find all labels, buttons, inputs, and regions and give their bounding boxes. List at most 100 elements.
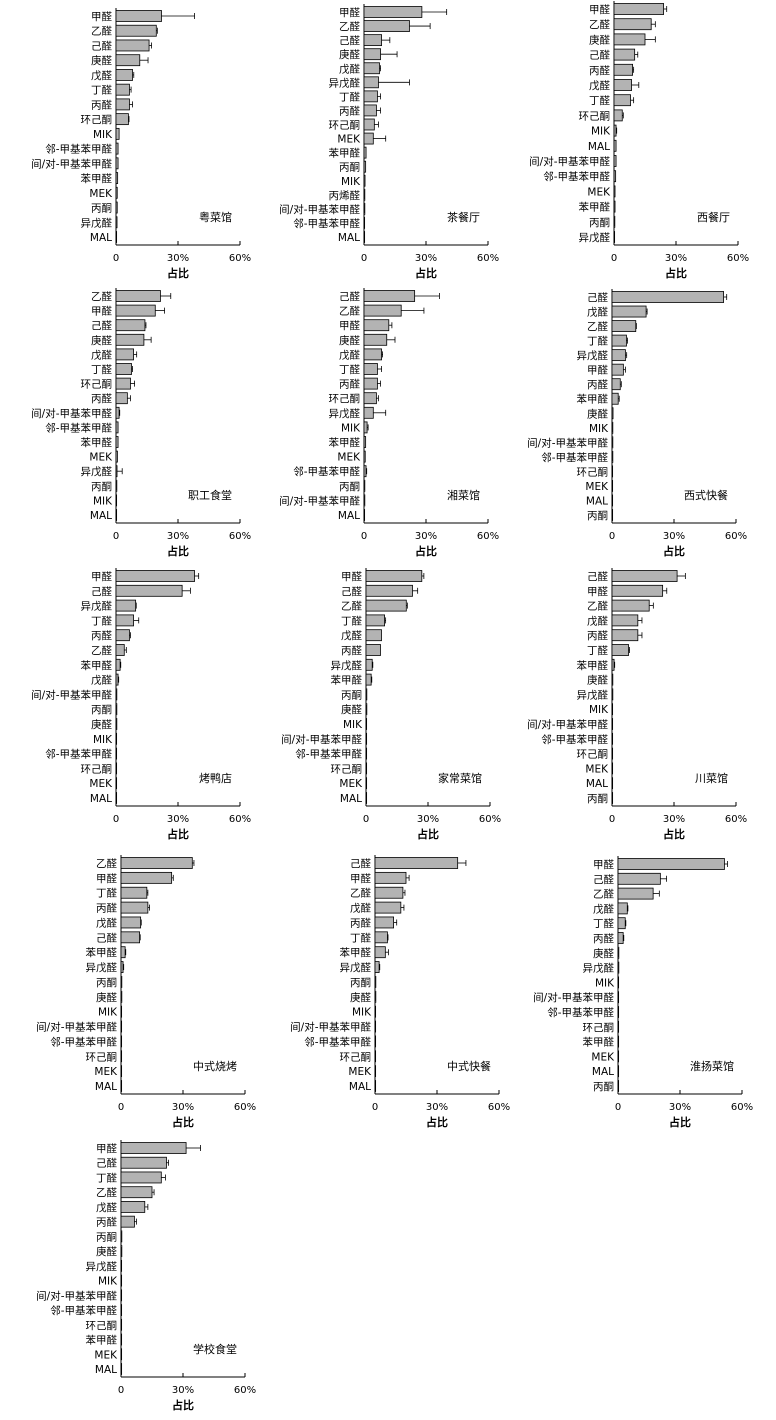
bar [611,378,621,391]
category-label: 庚醛 [587,674,608,687]
bar [120,1156,167,1169]
bar [120,1035,123,1048]
bar [120,1289,123,1302]
category-label: 环己酮 [577,466,609,478]
category-label: 丙酮 [587,793,608,805]
bar [617,858,725,870]
bar [120,1245,123,1258]
bar [363,104,377,117]
category-label: 戊醛 [91,69,112,82]
bar [363,494,366,507]
category-label: 丙醛 [91,98,112,111]
bar [115,348,134,361]
category-label: 戊醛 [91,348,112,361]
category-label: 环己酮 [81,763,113,775]
category-label: 间/对-甲基苯甲醛 [31,407,112,420]
category-label: 丁醛 [593,917,614,930]
bar [363,392,377,405]
bar [617,976,620,989]
category-label: 丙醛 [587,629,608,642]
bar [115,319,146,332]
category-label: 丙醛 [587,378,608,391]
category-label: MAL [588,141,610,153]
category-label: 丁醛 [339,363,360,376]
bar [115,614,134,627]
x-tick-label: 30% [665,253,687,264]
bar [611,792,614,804]
bar [363,188,366,201]
category-label: 戊醛 [587,614,608,627]
category-label: 邻-甲基苯甲醛 [45,143,112,156]
category-label: 丙酮 [91,203,112,215]
category-label: 己醛 [96,1157,117,1170]
bar [363,160,367,173]
x-tick-label: 60% [477,531,499,542]
category-label: MIK [589,423,609,435]
category-label: MIK [589,704,609,716]
category-label: 环己酮 [583,1022,615,1034]
x-tick-label: 60% [229,814,251,825]
category-label: 丙醛 [91,392,112,405]
bar [617,917,626,930]
x-tick-label: 30% [167,253,189,264]
bar [365,792,368,804]
bar [115,629,130,642]
category-label: 甲醛 [91,10,112,23]
category-label: 甲醛 [96,872,117,885]
bar [115,688,118,701]
category-label: 环己酮 [81,379,113,391]
bar [613,139,617,152]
bar [617,872,661,885]
bar [611,480,614,492]
bar [374,931,388,944]
bar [115,24,157,37]
x-tick-label: 0 [609,531,615,542]
category-label: MEK [348,1066,372,1078]
bar [613,3,664,15]
category-label: 邻-甲基苯甲醛 [541,451,608,464]
x-tick-label: 60% [477,253,499,264]
bar [363,450,366,463]
category-label: 己醛 [91,39,112,52]
bar [363,20,410,32]
category-label: 环己酮 [577,749,609,761]
category-label: 邻-甲基苯甲醛 [45,421,112,434]
bar [374,1080,377,1092]
bar [365,703,368,716]
category-label: 己醛 [91,585,112,598]
bar [613,155,617,167]
category-label: MEK [585,481,609,493]
bar [115,792,118,804]
bar [611,392,619,405]
category-label: 异戊醛 [86,961,118,974]
bar [115,599,137,612]
category-label: 丙醛 [589,64,610,77]
bar [115,39,150,52]
bar [374,1005,377,1018]
chart-panel-7: 0 30% 60% 占比 烤鸭店 甲醛己醛异戊醛丁醛丙醛乙醛苯甲醛戊醛间/对-甲基苯甲醛丙… [31,568,251,841]
bar [374,1050,377,1063]
category-label: 间/对-甲基苯甲醛 [527,718,608,731]
category-label: 庚醛 [593,947,614,960]
bar [115,406,120,419]
bar [365,673,372,686]
bar [115,172,119,184]
category-label: 己醛 [339,290,360,303]
category-label: 丙酮 [96,977,117,989]
category-label: 乙醛 [593,888,614,901]
category-label: 丁醛 [91,84,112,97]
bar [613,63,634,76]
bar [115,762,118,775]
category-label: 己醛 [341,585,362,598]
bar [611,703,614,716]
bar [613,109,623,122]
panel-title: 职工食堂 [188,488,232,502]
bar [617,1035,620,1048]
category-label: MEK [585,763,609,775]
bar [115,201,118,214]
panel-title: 学校食堂 [193,1342,237,1356]
category-label: MAL [586,778,608,790]
category-label: 苯甲醛 [577,659,609,672]
